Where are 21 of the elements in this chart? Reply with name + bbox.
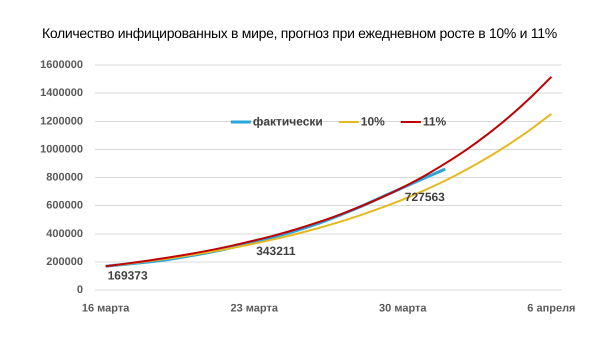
data-label: 343211 [256,244,296,258]
x-tick-label: 16 марта [82,302,130,315]
x-tick-label: 6 апреля [527,302,576,315]
x-tick-label: 23 марта [230,302,279,315]
y-tick-label: 600000 [46,200,83,212]
y-tick-label: 800000 [46,172,83,184]
y-tick-label: 0 [76,284,83,296]
x-tick-label: 30 марта [379,302,428,315]
legend-label: 10% [360,114,386,128]
chart-title: Количество инфицированных в мире, прогноз при ежедневном росте в 10% и 11% [42,25,557,41]
y-tick-label: 400000 [46,228,83,240]
y-tick-label: 1200000 [40,115,83,128]
data-label: 169373 [108,268,148,282]
y-tick-label: 200000 [46,256,83,268]
data-label: 727563 [404,190,446,204]
y-tick-label: 1000000 [40,143,83,156]
y-tick-label: 1400000 [40,87,83,100]
line-series [104,76,552,268]
legend-label: фактически [252,114,323,128]
y-tick-label: 1600000 [40,59,83,72]
legend-label: 11% [422,114,447,128]
